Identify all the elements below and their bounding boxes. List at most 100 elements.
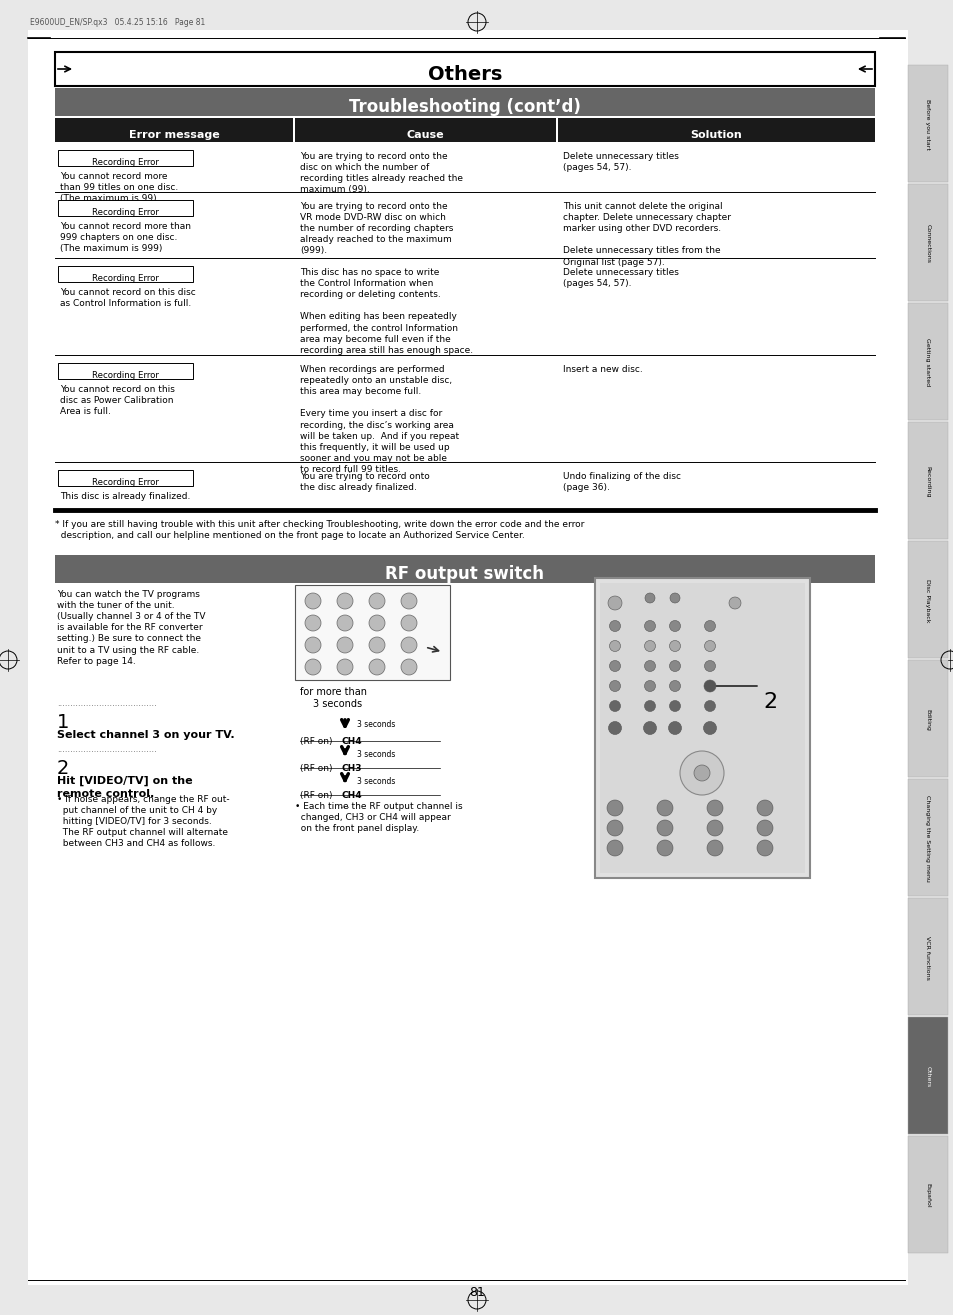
Bar	[55, 88, 874, 116]
Text: Recording Error: Recording Error	[91, 274, 158, 283]
Circle shape	[679, 751, 723, 796]
Circle shape	[669, 593, 679, 604]
Text: You are trying to record onto the
VR mode DVD-RW disc on which
the number of rec: You are trying to record onto the VR mod…	[299, 203, 453, 255]
Circle shape	[706, 800, 722, 817]
Circle shape	[703, 660, 715, 672]
Circle shape	[369, 659, 385, 675]
Text: CH3: CH3	[341, 764, 362, 773]
Circle shape	[400, 593, 416, 609]
Text: Recording: Recording	[924, 466, 929, 497]
Circle shape	[644, 660, 655, 672]
Text: Hit [VIDEO/TV] on the
remote control.: Hit [VIDEO/TV] on the remote control.	[57, 776, 193, 798]
Text: You are trying to record onto the
disc on which the number of
recording titles a: You are trying to record onto the disc o…	[299, 153, 462, 195]
Text: Undo finalizing of the disc
(page 36).: Undo finalizing of the disc (page 36).	[562, 472, 680, 492]
Text: When recordings are performed
repeatedly onto an unstable disc,
this area may be: When recordings are performed repeatedly…	[299, 366, 458, 473]
Text: E9600UD_EN/SP.qx3   05.4.25 15:16   Page 81: E9600UD_EN/SP.qx3 05.4.25 15:16 Page 81	[30, 18, 205, 28]
Bar	[294, 118, 556, 142]
Circle shape	[703, 701, 715, 711]
Circle shape	[644, 680, 655, 692]
Circle shape	[336, 659, 353, 675]
Circle shape	[669, 660, 679, 672]
Circle shape	[693, 765, 709, 781]
Text: Delete unnecessary titles
(pages 54, 57).: Delete unnecessary titles (pages 54, 57)…	[562, 268, 679, 288]
Text: You cannot record on this disc
as Control Information is full.: You cannot record on this disc as Contro…	[60, 288, 195, 308]
Circle shape	[400, 615, 416, 631]
Text: • If noise appears, change the RF out-
  put channel of the unit to CH 4 by
  hi: • If noise appears, change the RF out- p…	[57, 796, 230, 848]
Text: This disc has no space to write
the Control Information when
recording or deleti: This disc has no space to write the Cont…	[299, 268, 473, 355]
Bar	[907, 660, 947, 777]
Text: Changing the Setting menu: Changing the Setting menu	[924, 796, 929, 882]
Circle shape	[608, 722, 620, 735]
Bar	[55, 118, 293, 142]
Circle shape	[644, 593, 655, 604]
Text: This unit cannot delete the original
chapter. Delete unnecessary chapter
marker : This unit cannot delete the original cha…	[562, 203, 730, 267]
Circle shape	[609, 660, 619, 672]
Bar	[58, 266, 193, 281]
Bar	[595, 579, 809, 878]
Text: ······································: ······································	[57, 748, 156, 757]
Circle shape	[706, 821, 722, 836]
Bar	[907, 1016, 947, 1134]
Text: 3 seconds: 3 seconds	[356, 750, 395, 759]
Text: You are trying to record onto
the disc already finalized.: You are trying to record onto the disc a…	[299, 472, 429, 492]
Circle shape	[668, 722, 680, 735]
Circle shape	[643, 722, 656, 735]
Circle shape	[400, 636, 416, 654]
Text: ······································: ······································	[57, 702, 156, 711]
Bar	[55, 555, 874, 583]
Circle shape	[706, 840, 722, 856]
Bar	[907, 64, 947, 181]
Text: VCR functions: VCR functions	[924, 935, 929, 980]
Bar	[58, 469, 193, 487]
Circle shape	[657, 821, 672, 836]
Text: Delete unnecessary titles
(pages 54, 57).: Delete unnecessary titles (pages 54, 57)…	[562, 153, 679, 172]
Text: 2: 2	[762, 692, 777, 711]
Circle shape	[703, 680, 716, 692]
Circle shape	[728, 597, 740, 609]
Text: Troubleshooting (cont’d): Troubleshooting (cont’d)	[349, 99, 580, 116]
Bar	[907, 1136, 947, 1253]
Circle shape	[336, 636, 353, 654]
Text: Español: Español	[924, 1184, 929, 1207]
Text: 81: 81	[469, 1286, 484, 1298]
Bar	[55, 53, 874, 85]
Text: (RF on): (RF on)	[299, 736, 335, 746]
Text: 3 seconds: 3 seconds	[356, 777, 395, 786]
Bar	[907, 184, 947, 301]
Text: Insert a new disc.: Insert a new disc.	[562, 366, 642, 373]
Circle shape	[669, 621, 679, 631]
Text: You cannot record on this
disc as Power Calibration
Area is full.: You cannot record on this disc as Power …	[60, 385, 174, 417]
Text: (RF on): (RF on)	[299, 764, 335, 773]
Text: 1: 1	[57, 713, 70, 732]
Circle shape	[757, 840, 772, 856]
Bar	[58, 363, 193, 379]
Circle shape	[703, 621, 715, 631]
Text: Editing: Editing	[924, 709, 929, 730]
Text: You cannot record more than
999 chapters on one disc.
(The maximum is 999): You cannot record more than 999 chapters…	[60, 222, 191, 254]
Bar	[58, 200, 193, 216]
Circle shape	[644, 640, 655, 651]
Text: Recording Error: Recording Error	[91, 158, 158, 167]
Circle shape	[757, 800, 772, 817]
Circle shape	[606, 840, 622, 856]
Text: Recording Error: Recording Error	[91, 477, 158, 487]
Circle shape	[609, 680, 619, 692]
Text: This disc is already finalized.: This disc is already finalized.	[60, 492, 191, 501]
Bar	[907, 898, 947, 1015]
Text: CH4: CH4	[341, 792, 362, 800]
Text: ...: ...	[339, 800, 350, 810]
Bar	[907, 540, 947, 658]
Circle shape	[305, 615, 320, 631]
Text: Others: Others	[427, 64, 501, 83]
Circle shape	[606, 821, 622, 836]
Circle shape	[305, 636, 320, 654]
Text: Select channel 3 on your TV.: Select channel 3 on your TV.	[57, 730, 234, 740]
Text: You can watch the TV programs
with the tuner of the unit.
(Usually channel 3 or : You can watch the TV programs with the t…	[57, 590, 205, 665]
Circle shape	[644, 621, 655, 631]
Bar	[907, 422, 947, 539]
Circle shape	[669, 680, 679, 692]
Bar	[294, 585, 450, 680]
Text: Before you start: Before you start	[924, 99, 929, 150]
Circle shape	[606, 800, 622, 817]
Text: Cause: Cause	[406, 130, 444, 139]
